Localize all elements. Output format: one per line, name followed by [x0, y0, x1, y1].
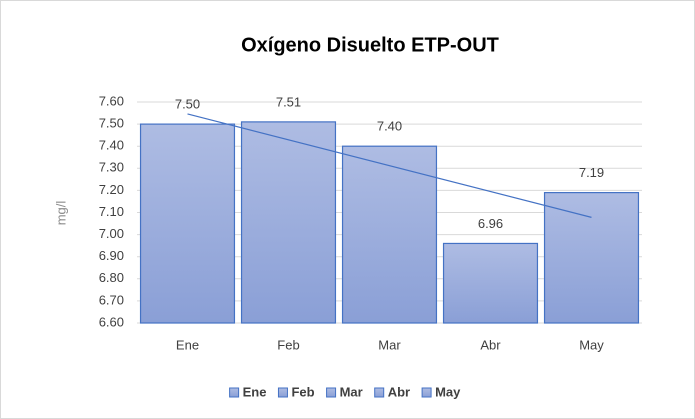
- data-label: 6.96: [478, 216, 503, 231]
- y-tick-label: 6.90: [99, 248, 124, 263]
- x-tick-label: May: [579, 337, 604, 352]
- x-tick-label: Feb: [277, 337, 299, 352]
- bar: [240, 121, 337, 324]
- legend-label: Feb: [291, 384, 314, 399]
- y-tick-label: 7.00: [99, 226, 124, 241]
- data-label: 7.40: [377, 119, 402, 134]
- x-tick-label: Ene: [176, 337, 199, 352]
- legend-label: May: [435, 384, 461, 399]
- legend-label: Mar: [340, 384, 363, 399]
- bar: [341, 145, 438, 324]
- y-tick-label: 7.20: [99, 182, 124, 197]
- y-tick-label: 7.30: [99, 160, 124, 175]
- trendline: [187, 113, 592, 218]
- y-tick-label: 6.80: [99, 270, 124, 285]
- y-tick-label: 6.60: [99, 314, 124, 329]
- legend-swatch: [326, 387, 337, 398]
- y-tick-label: 7.10: [99, 204, 124, 219]
- legend-label: Ene: [243, 384, 267, 399]
- bar: [543, 192, 640, 324]
- bar: [442, 242, 539, 324]
- data-label: 7.19: [579, 165, 604, 180]
- y-axis-label: mg/l: [53, 201, 68, 226]
- y-tick-label: 6.70: [99, 292, 124, 307]
- legend-swatch: [374, 387, 385, 398]
- y-tick-label: 7.60: [99, 93, 124, 108]
- legend-swatch: [421, 387, 432, 398]
- legend: Ene Feb Mar Abr May: [229, 384, 461, 399]
- data-label: 7.50: [175, 97, 200, 112]
- x-tick-label: Abr: [480, 337, 501, 352]
- data-label: 7.51: [276, 94, 301, 109]
- bar: [139, 123, 236, 324]
- legend-label: Abr: [388, 384, 410, 399]
- legend-swatch: [229, 387, 240, 398]
- x-tick-label: Mar: [378, 337, 401, 352]
- y-tick-label: 7.40: [99, 138, 124, 153]
- y-tick-label: 7.50: [99, 116, 124, 131]
- chart-title: Oxígeno Disuelto ETP-OUT: [241, 34, 499, 56]
- legend-swatch: [277, 387, 288, 398]
